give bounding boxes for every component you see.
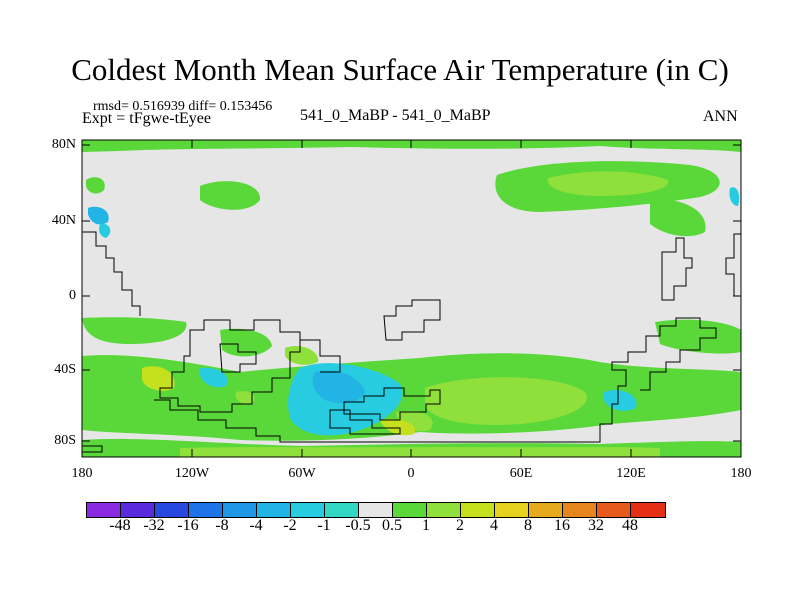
colorbar-level-label: -16	[177, 517, 199, 534]
rmsd-diff-stats: rmsd= 0.516939 diff= 0.153456	[93, 99, 273, 114]
colorbar-swatch	[427, 503, 461, 517]
lat-label: 80N	[51, 137, 76, 152]
experiment-label: 541_0_MaBP - 541_0_MaBP	[300, 107, 491, 124]
colorbar-level-label: 8	[524, 517, 532, 534]
colorbar	[86, 502, 666, 518]
colorbar-swatch	[291, 503, 325, 517]
anomaly-region	[200, 367, 228, 388]
colorbar-level-label: 16	[554, 517, 570, 534]
colorbar-swatch	[631, 503, 665, 517]
lat-label: 0	[69, 288, 76, 303]
colorbar-swatch	[223, 503, 257, 517]
anomaly-region	[285, 345, 319, 365]
anomaly-region	[235, 391, 255, 404]
colorbar-swatch	[257, 503, 291, 517]
anomaly-region	[547, 171, 669, 196]
colorbar-level-label: 1	[422, 517, 430, 534]
colorbar-swatch	[461, 503, 495, 517]
colorbar-level-label: 48	[622, 517, 638, 534]
colorbar-swatch	[325, 503, 359, 517]
experiment-id: Expt = tFgwe-tEyee	[82, 110, 211, 127]
anomaly-region	[220, 328, 272, 357]
anomaly-region	[88, 206, 109, 225]
anomaly-region	[655, 319, 741, 354]
colorbar-level-label: -32	[143, 517, 165, 534]
anomaly-region	[312, 370, 365, 404]
colorbar-swatch	[495, 503, 529, 517]
lat-label: 40N	[51, 213, 76, 228]
anomaly-region	[729, 187, 740, 206]
lon-label: 60E	[509, 466, 533, 481]
anomaly-region	[180, 447, 660, 457]
colorbar-swatch	[393, 503, 427, 517]
anomaly-region	[142, 366, 175, 391]
colorbar-swatch	[529, 503, 563, 517]
anomaly-region	[200, 181, 261, 210]
anomaly-region	[86, 177, 105, 194]
colorbar-swatch	[359, 503, 393, 517]
colorbar-swatch	[189, 503, 223, 517]
anomaly-region	[99, 223, 111, 238]
lat-label: 40S	[54, 362, 76, 377]
colorbar-level-label: -48	[109, 517, 131, 534]
colorbar-swatch	[597, 503, 631, 517]
anomaly-region	[380, 418, 416, 436]
colorbar-level-label: -2	[283, 517, 297, 534]
lon-label: 180	[730, 466, 752, 481]
lon-label: 0	[407, 466, 415, 481]
colorbar-swatch	[563, 503, 597, 517]
colorbar-level-label: 4	[490, 517, 498, 534]
lat-label: 80S	[54, 433, 76, 448]
lon-label: 180	[71, 466, 93, 481]
colorbar-level-label: -8	[215, 517, 229, 534]
colorbar-level-label: -1	[317, 517, 331, 534]
anomaly-region	[82, 317, 187, 344]
colorbar-level-label: -0.5	[345, 517, 371, 534]
tick-marks	[82, 140, 741, 457]
chart-title: Coldest Month Mean Surface Air Temperatu…	[71, 52, 729, 87]
lon-label: 120W	[174, 466, 210, 481]
lon-label: 120E	[616, 466, 646, 481]
colorbar-swatch	[87, 503, 121, 517]
season-label: ANN	[703, 108, 738, 125]
anomaly-region	[425, 377, 587, 426]
colorbar-swatch	[121, 503, 155, 517]
colorbar-level-label: 32	[588, 517, 604, 534]
colorbar-swatch	[155, 503, 189, 517]
colorbar-level-label: 2	[456, 517, 464, 534]
lon-label: 60W	[288, 466, 316, 481]
coastlines	[82, 231, 741, 453]
anomaly-region	[82, 353, 741, 441]
colorbar-level-label: 0.5	[382, 517, 402, 534]
colorbar-level-label: -4	[249, 517, 263, 534]
anomaly-region	[650, 199, 706, 237]
